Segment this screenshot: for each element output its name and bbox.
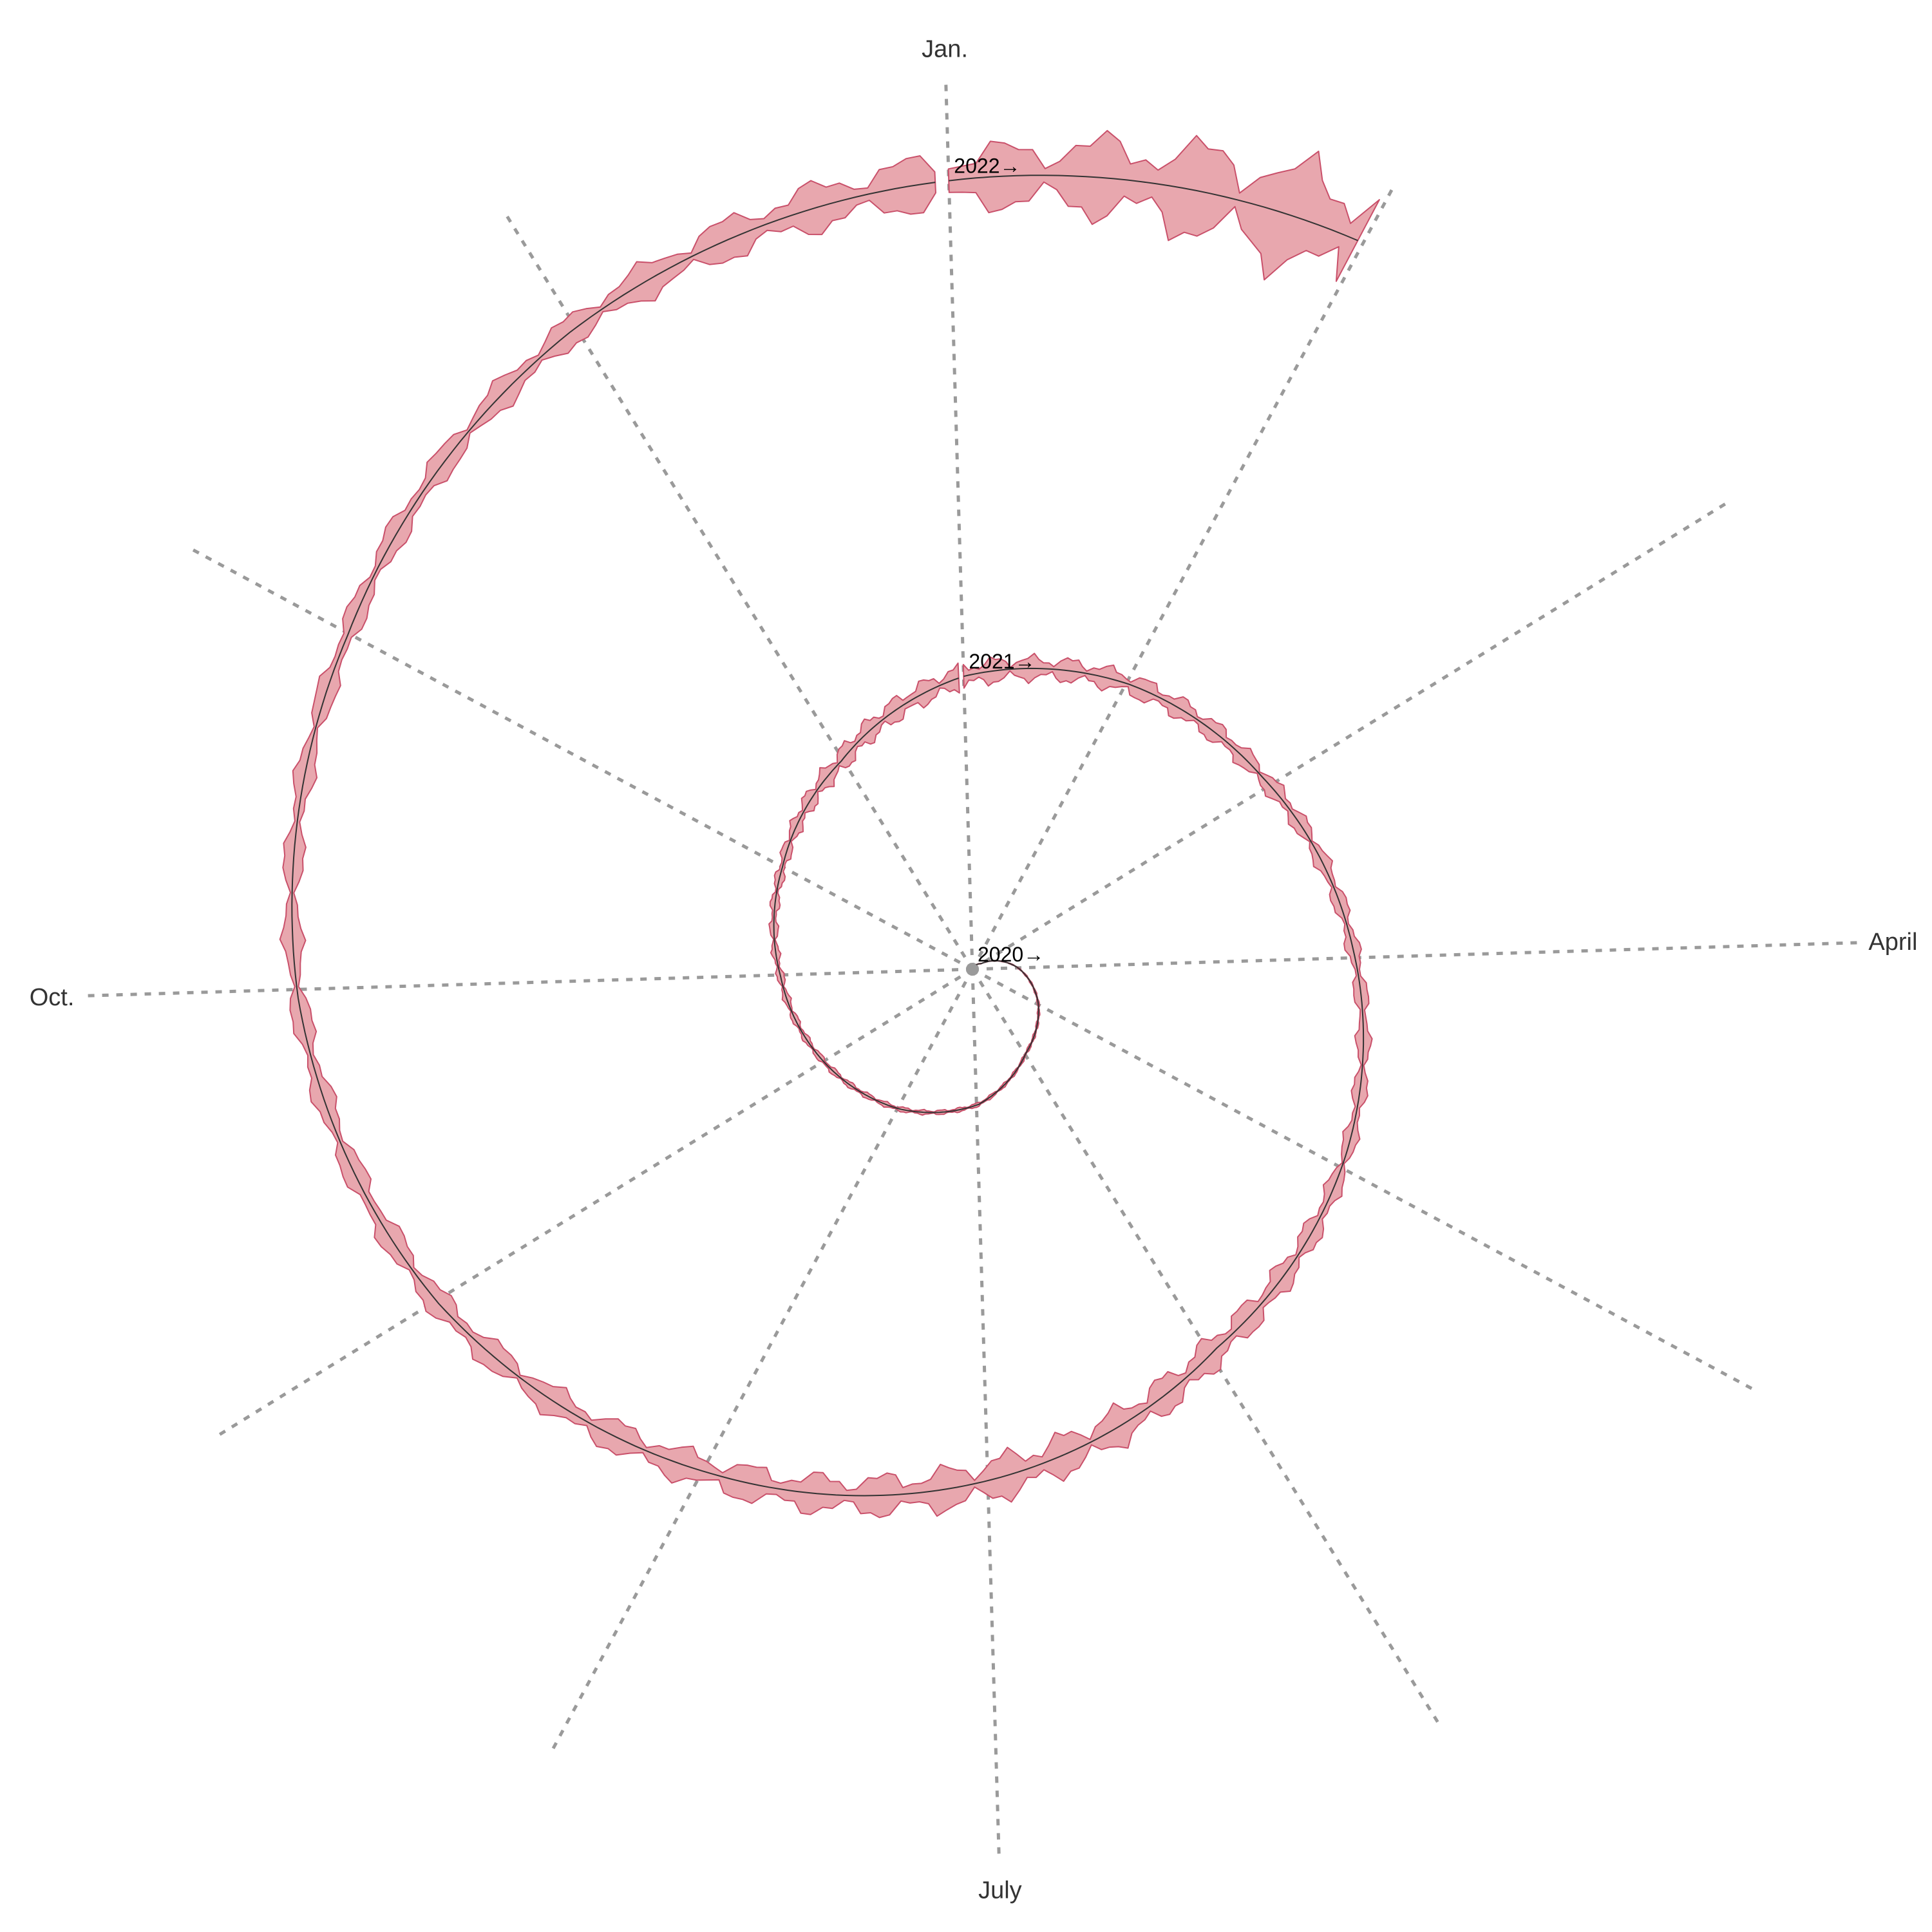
month-gridline [191, 548, 974, 971]
trend-lines [291, 175, 1365, 1497]
month-label: April [1868, 929, 1917, 956]
data-band-2020 [768, 662, 1041, 1116]
month-gridline [551, 968, 974, 1750]
month-gridline [972, 941, 1858, 971]
month-label: Jan. [922, 36, 968, 63]
month-gridline [971, 969, 1001, 1855]
month-gridline [971, 967, 1754, 1390]
data-band-2021 [279, 155, 1373, 1519]
month-gridline [944, 84, 974, 970]
month-gridline [87, 967, 973, 998]
trend-line-2020 [773, 677, 1039, 1113]
month-gridline [971, 502, 1727, 971]
month-gridline [971, 188, 1394, 971]
data-bands [279, 129, 1380, 1519]
year-label: 2021→ [969, 650, 1035, 673]
month-label: Oct. [30, 984, 75, 1011]
month-gridline [505, 215, 974, 971]
labels: Jan. April July Oct. 2020→ 2021→ 2022→ [30, 36, 1918, 1904]
center-dot [967, 963, 978, 975]
month-gridline [218, 967, 974, 1437]
year-label: 2020→ [978, 943, 1044, 966]
data-band-2022 [947, 129, 1380, 282]
trend-line-2021 [291, 182, 1365, 1497]
trend-line-2022 [949, 175, 1358, 242]
month-label: July [978, 1877, 1022, 1904]
year-label: 2022→ [954, 155, 1020, 178]
